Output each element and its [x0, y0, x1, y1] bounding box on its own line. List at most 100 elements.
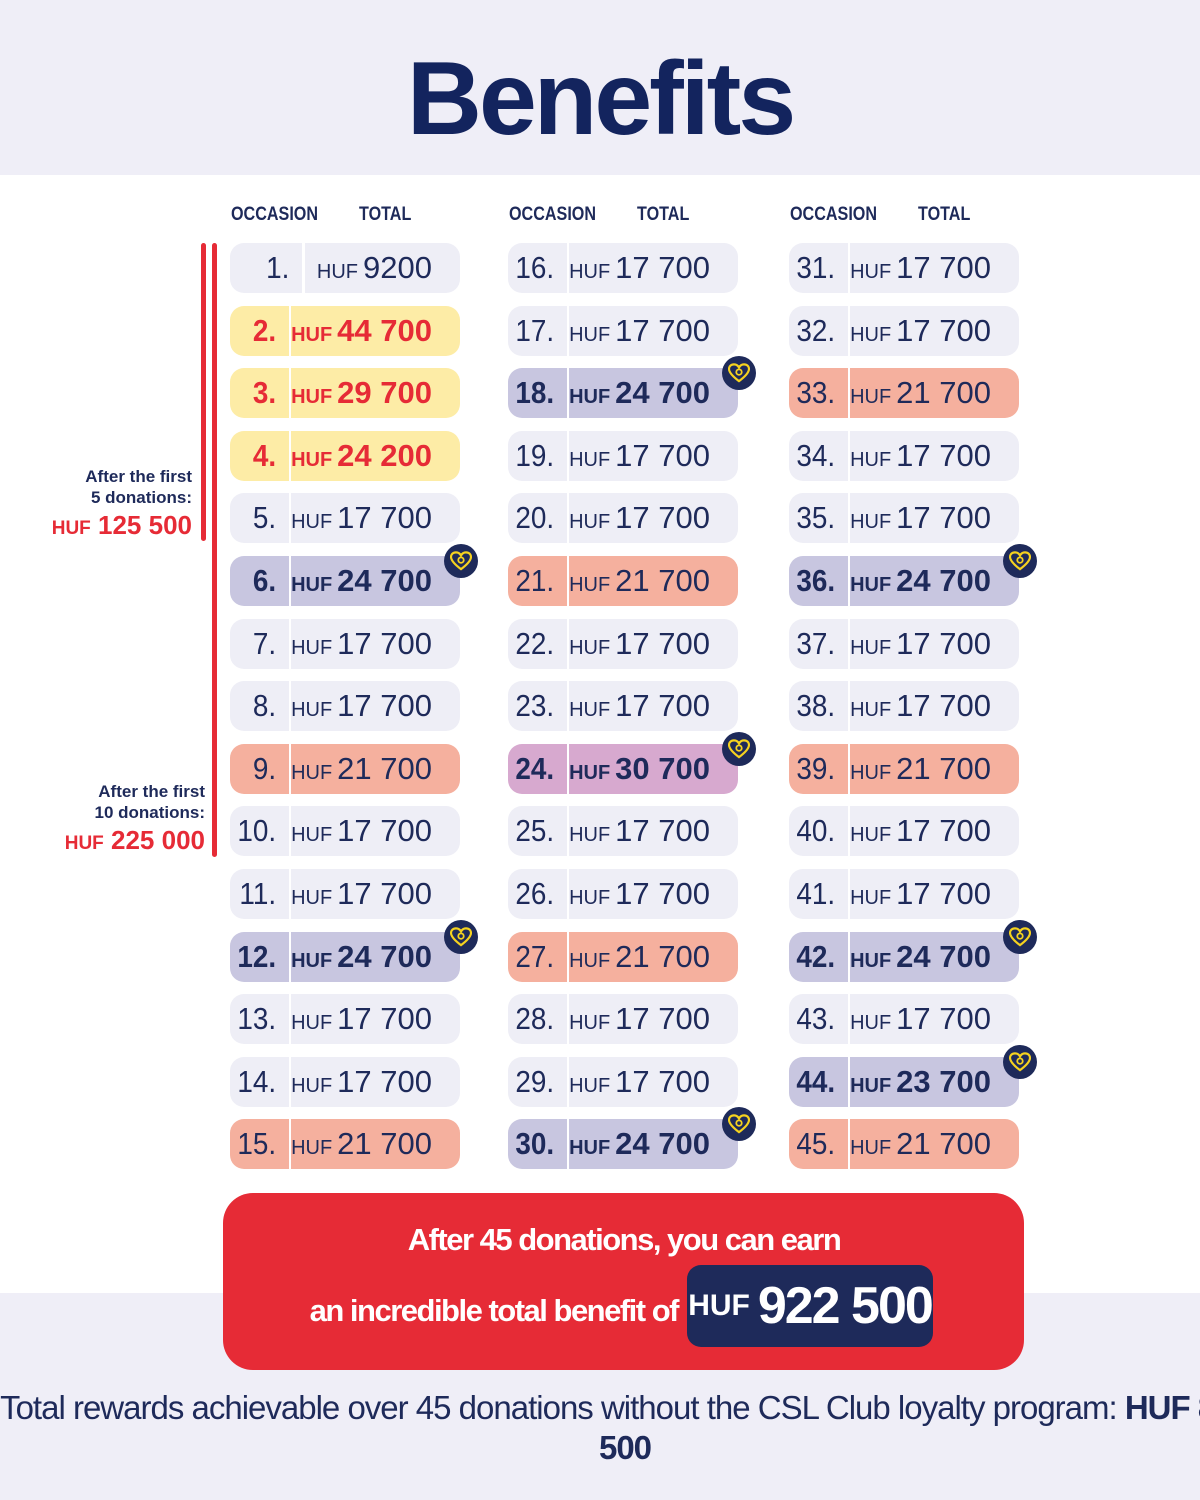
total-amount: HUF 9200: [305, 250, 460, 286]
total-amount: HUF 24 200: [291, 438, 460, 474]
amount-value: 29 700: [337, 375, 432, 411]
row-divider: [288, 368, 292, 419]
total-amount: HUF 24 700: [569, 1126, 738, 1162]
total-amount: HUF 44 700: [291, 313, 460, 349]
table-row: 23. HUF 17 700: [508, 681, 738, 732]
currency: HUF: [850, 1074, 892, 1097]
total-amount: HUF 17 700: [291, 813, 460, 849]
occasion-number: 18.: [515, 375, 555, 411]
occasion-number: 29.: [515, 1063, 555, 1099]
currency: HUF: [850, 1012, 892, 1035]
occasion-number: 11.: [239, 876, 277, 911]
row-divider: [847, 743, 851, 794]
occasion-number: 30.: [515, 1126, 555, 1162]
amount-value: 21 700: [337, 1126, 432, 1162]
table-row: 7. HUF 17 700: [230, 618, 460, 669]
header-occasion-2: OCCASION: [509, 204, 597, 225]
heart-badge-icon: [722, 731, 756, 766]
table-row: 39. HUF 21 700: [789, 743, 1019, 794]
table-row: 32. HUF 17 700: [789, 305, 1019, 356]
row-divider: [288, 305, 292, 356]
table-row: 9. HUF 21 700: [230, 743, 460, 794]
annotation-line1: After the first: [98, 782, 205, 801]
total-amount: HUF 17 700: [569, 1001, 738, 1037]
header-total-1: TOTAL: [359, 204, 412, 225]
amount-value: 17 700: [896, 813, 991, 849]
row-divider: [847, 618, 851, 669]
occasion-number: 33.: [796, 375, 836, 411]
currency: HUF: [291, 761, 333, 784]
currency: HUF: [850, 636, 892, 659]
occasion-number: 17.: [515, 312, 555, 348]
currency: HUF: [291, 699, 333, 722]
annotation-line1: After the first: [85, 467, 192, 486]
total-amount: HUF 17 700: [569, 813, 738, 849]
total-amount: HUF 17 700: [569, 438, 738, 474]
amount-value: 24 700: [896, 563, 991, 598]
row-divider: [566, 305, 570, 356]
occasion-number: 7.: [252, 625, 277, 661]
table-row: 13. HUF 17 700: [230, 994, 460, 1045]
amount-value: 21 700: [615, 563, 710, 598]
amount-value: 17 700: [337, 500, 432, 536]
heart-badge-icon: [722, 1107, 756, 1142]
table-row: 25. HUF 17 700: [508, 806, 738, 857]
amount-value: 21 700: [337, 750, 432, 786]
table-row: 17. HUF 17 700: [508, 305, 738, 356]
currency: HUF: [850, 574, 892, 596]
occasion-number: 16.: [515, 250, 555, 285]
amount-value: 21 700: [615, 938, 710, 974]
row-divider: [847, 681, 851, 732]
row-divider: [847, 1119, 851, 1170]
total-amount: HUF 21 700: [291, 751, 460, 787]
amount-value: 17 700: [896, 250, 991, 285]
occasion-number: 39.: [796, 750, 836, 786]
table-row: 30. HUF 24 700: [508, 1107, 756, 1170]
row-divider: [566, 430, 570, 481]
table-row: 22. HUF 17 700: [508, 618, 738, 669]
occasion-number: 4.: [252, 437, 277, 473]
currency: HUF: [291, 1137, 333, 1160]
occasion-number: 2.: [252, 312, 277, 348]
occasion-number: 24.: [515, 750, 555, 786]
occasion-number: 5.: [252, 500, 277, 536]
row-divider: [847, 556, 851, 606]
footer-total: HUF 889 500: [598, 1389, 1200, 1466]
total-amount: HUF 17 700: [291, 1064, 460, 1100]
amount-value: 17 700: [615, 437, 710, 473]
amount-value: 23 700: [896, 1063, 991, 1099]
occasion-number: 42.: [796, 938, 836, 974]
table-row: 8. HUF 17 700: [230, 681, 460, 732]
total-amount: HUF 17 700: [850, 876, 1019, 912]
amount-value: 17 700: [615, 1001, 710, 1037]
currency: HUF: [850, 887, 892, 909]
row-divider: [847, 806, 851, 857]
occasion-number: 38.: [796, 688, 836, 724]
table-row: 6. HUF 24 700: [230, 544, 478, 606]
occasion-number: 12.: [237, 938, 277, 974]
row-divider: [288, 681, 292, 732]
row-divider: [847, 869, 851, 919]
table-row: 31. HUF 17 700: [789, 243, 1019, 293]
footer-text: Total rewards achievable over 45 donatio…: [0, 1389, 1118, 1426]
total-amount: HUF 17 700: [569, 1064, 738, 1100]
row-divider: [288, 869, 292, 919]
occasion-number: 23.: [515, 688, 555, 724]
total-amount: HUF 24 700: [569, 375, 738, 411]
occasion-number: 9.: [252, 750, 277, 786]
currency: HUF: [291, 386, 333, 409]
currency: HUF: [850, 699, 892, 722]
currency: HUF: [51, 518, 91, 539]
amount-value: 17 700: [896, 1001, 991, 1037]
amount-value: 17 700: [337, 625, 432, 661]
table-row: 33. HUF 21 700: [789, 368, 1019, 419]
table-row: 35. HUF 17 700: [789, 493, 1019, 544]
total-amount: HUF 17 700: [569, 626, 738, 662]
row-divider: [288, 1119, 292, 1170]
currency: HUF: [291, 574, 333, 596]
amount-value: 17 700: [615, 250, 710, 285]
table-row: 4. HUF 24 200: [230, 430, 460, 481]
currency: HUF: [850, 448, 892, 471]
table-row: 26. HUF 17 700: [508, 869, 738, 919]
row-divider: [288, 618, 292, 669]
